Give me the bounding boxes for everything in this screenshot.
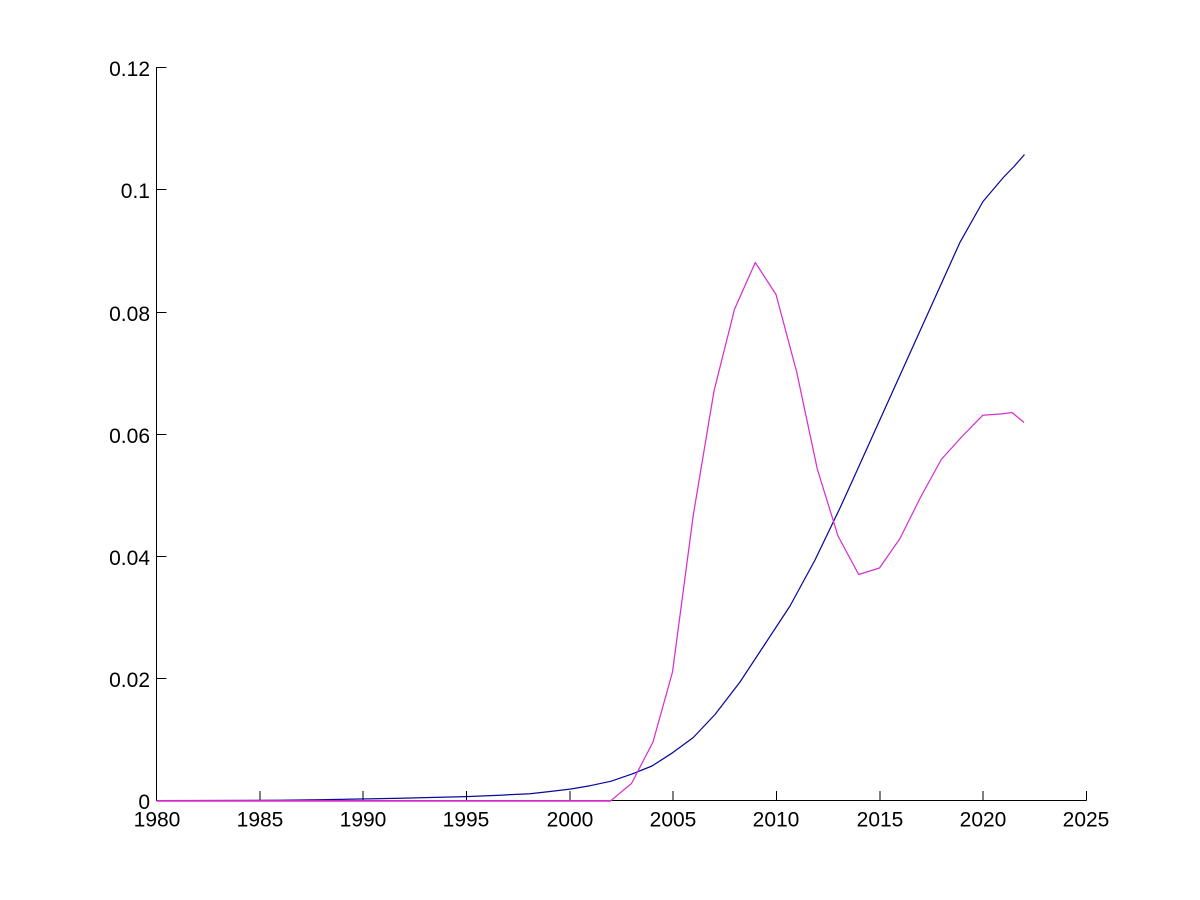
svg-text:2005: 2005 bbox=[650, 808, 697, 831]
svg-text:2020: 2020 bbox=[960, 808, 1007, 831]
svg-text:0: 0 bbox=[138, 791, 150, 814]
svg-text:0.08: 0.08 bbox=[109, 303, 150, 326]
svg-text:1980: 1980 bbox=[134, 808, 181, 831]
svg-text:0.06: 0.06 bbox=[109, 425, 150, 448]
svg-text:0.1: 0.1 bbox=[121, 180, 150, 203]
svg-text:1985: 1985 bbox=[237, 808, 284, 831]
svg-text:1995: 1995 bbox=[443, 808, 490, 831]
svg-text:2025: 2025 bbox=[1063, 808, 1110, 831]
svg-text:0.12: 0.12 bbox=[109, 58, 150, 81]
svg-text:0.04: 0.04 bbox=[109, 547, 150, 570]
svg-text:1990: 1990 bbox=[340, 808, 387, 831]
svg-text:2000: 2000 bbox=[547, 808, 594, 831]
svg-text:2010: 2010 bbox=[753, 808, 800, 831]
svg-text:2015: 2015 bbox=[857, 808, 904, 831]
svg-text:0.02: 0.02 bbox=[109, 669, 150, 692]
